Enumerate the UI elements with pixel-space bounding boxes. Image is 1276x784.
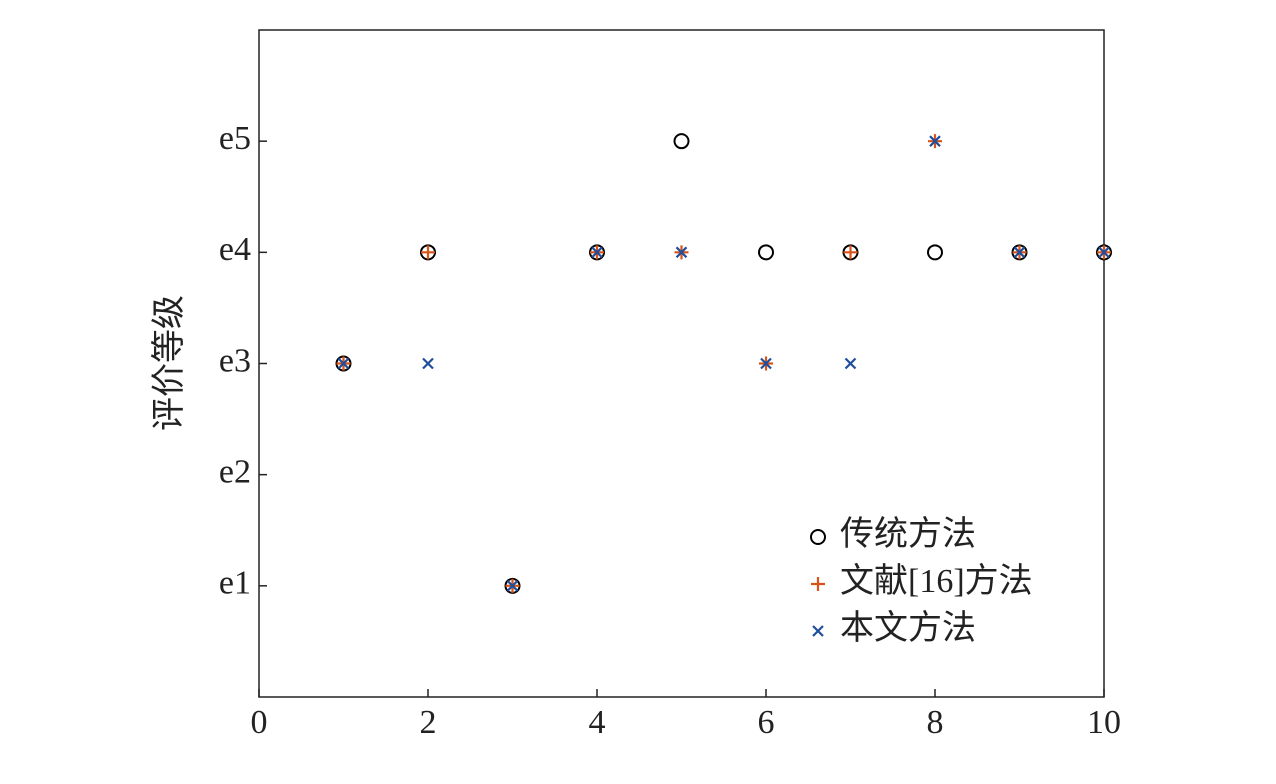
marker-circle bbox=[927, 244, 943, 261]
legend-marker bbox=[812, 625, 824, 637]
marker-cross bbox=[929, 135, 941, 147]
legend-label: 文献[16]方法 bbox=[840, 562, 1033, 600]
marker-cross bbox=[422, 357, 434, 370]
marker-cross bbox=[506, 580, 519, 592]
legend-label: 本文方法 bbox=[840, 609, 976, 647]
marker-plus bbox=[421, 245, 435, 260]
marker-plus bbox=[843, 245, 858, 260]
marker-cross bbox=[844, 357, 857, 370]
marker-cross bbox=[337, 357, 350, 370]
marker-cross bbox=[1098, 246, 1110, 259]
marker-cross bbox=[1013, 246, 1026, 259]
legend-marker bbox=[811, 577, 825, 591]
y-axis-label: 评价等级 bbox=[150, 295, 188, 431]
marker-circle bbox=[673, 133, 690, 150]
y-tick-label: e5 bbox=[219, 120, 251, 157]
marker-circle bbox=[758, 244, 774, 261]
x-tick-label: 10 bbox=[1087, 704, 1121, 741]
x-tick-label: 8 bbox=[927, 704, 944, 741]
x-tick-label: 6 bbox=[758, 704, 775, 741]
y-tick-label: e2 bbox=[219, 453, 251, 490]
y-tick-label: e3 bbox=[219, 342, 251, 379]
x-tick-label: 2 bbox=[420, 704, 437, 741]
marker-cross bbox=[760, 357, 772, 370]
y-tick-label: e1 bbox=[219, 565, 251, 602]
marker-cross bbox=[675, 246, 688, 259]
marker-cross bbox=[591, 246, 603, 259]
y-tick-label: e4 bbox=[219, 231, 251, 268]
x-tick-label: 4 bbox=[589, 704, 606, 741]
legend-marker bbox=[810, 529, 826, 545]
x-tick-label: 0 bbox=[251, 704, 268, 741]
legend-label: 传统方法 bbox=[840, 515, 976, 553]
